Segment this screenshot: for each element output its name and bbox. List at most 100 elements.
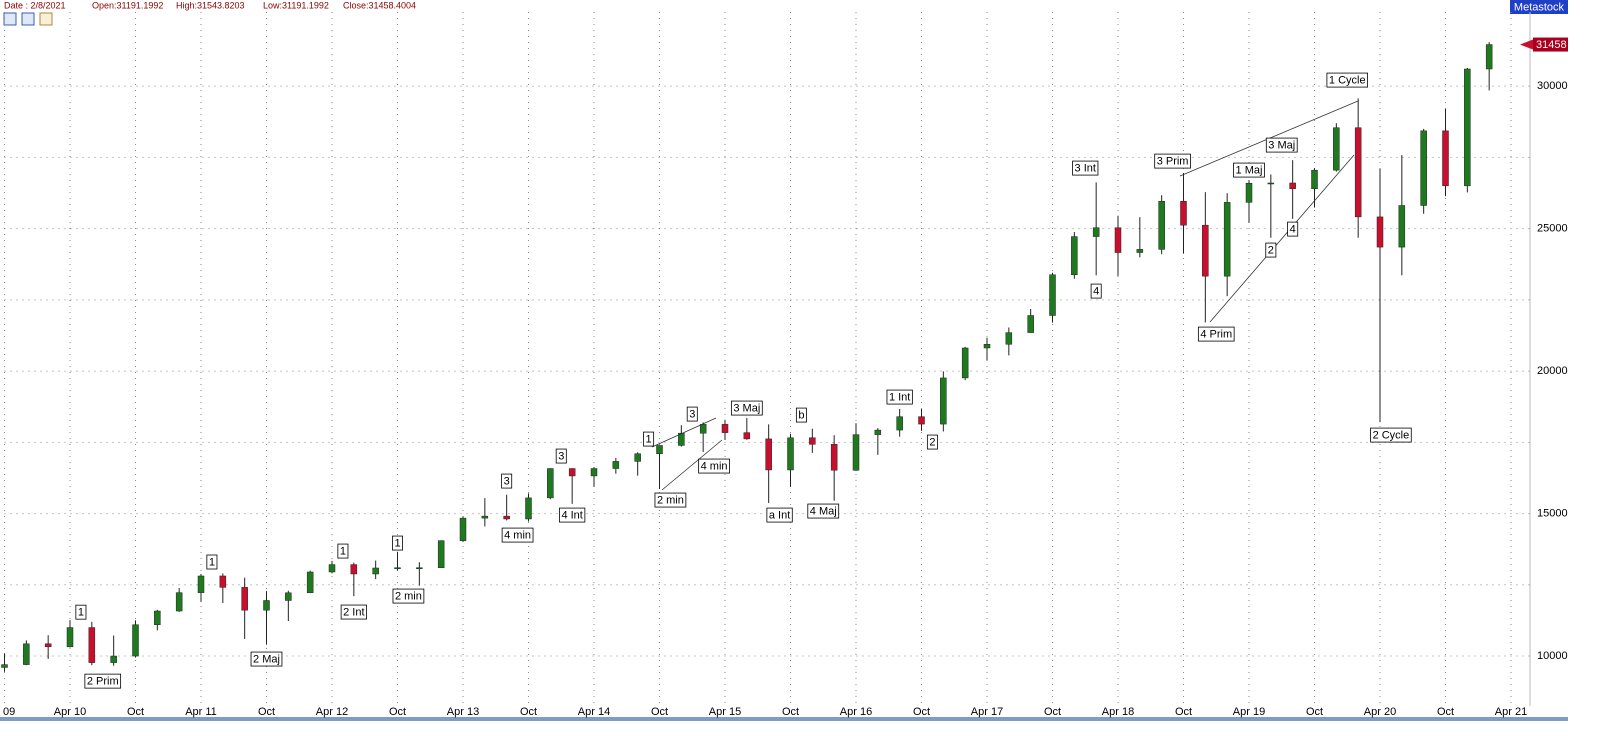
y-tick-label: 15000: [1537, 507, 1568, 519]
x-tick-label: Apr 17: [971, 706, 1003, 718]
annotation-box: [686, 406, 698, 422]
candle-body: [219, 575, 227, 588]
x-tick-label: Apr 12: [316, 706, 348, 718]
annotation-box: [337, 543, 349, 559]
candle-body: [1442, 130, 1449, 187]
annotation-box: [84, 673, 122, 689]
x-tick-label: Oct: [1306, 706, 1323, 718]
annotation-box: [886, 389, 913, 405]
candle-body: [1114, 227, 1122, 253]
annotation: 1 Int: [889, 391, 910, 403]
annotation: 1: [646, 433, 652, 445]
candle-body: [110, 655, 117, 663]
candle-body: [1158, 200, 1165, 250]
annotation-box: [75, 604, 87, 620]
y-tick-label: 10000: [1537, 650, 1568, 662]
annotation: 1 Maj: [1236, 164, 1263, 176]
header-date: Date : 2/8/2021: [4, 0, 66, 10]
icon[interactable]: [21, 12, 35, 26]
candle-body: [1245, 183, 1253, 203]
candle-body: [1398, 205, 1406, 248]
price-tag: 31458: [1536, 39, 1567, 51]
x-tick-label: Oct: [1044, 706, 1061, 718]
header-low: Low:31191.1992: [263, 0, 329, 10]
candle-body: [634, 453, 641, 462]
candle-body: [1027, 315, 1034, 333]
scroll-bar[interactable]: [0, 717, 1568, 721]
candle-body: [1376, 216, 1384, 248]
candle-body: [481, 515, 489, 519]
candle-body: [175, 592, 183, 612]
candle-body: [263, 600, 270, 611]
annotation: 3 Maj: [1268, 139, 1295, 151]
candle-body: [1005, 332, 1013, 345]
candle-body: [743, 432, 751, 440]
candle-body: [1092, 227, 1100, 237]
candle-body: [44, 643, 52, 648]
x-tick-label: Apr 21: [1495, 706, 1527, 718]
annotation: 3: [504, 475, 510, 487]
annotation-box: [1233, 162, 1265, 178]
annotation-box: [1197, 326, 1235, 342]
annotation: 3 Maj: [733, 402, 760, 414]
candle-body: [1420, 130, 1427, 206]
annotation: 2 Cycle: [1373, 429, 1410, 441]
candle-body: [787, 437, 794, 471]
x-tick-label: Oct: [782, 706, 799, 718]
candle-body: [1354, 127, 1362, 218]
x-tick-label: Oct: [913, 706, 930, 718]
annotation-box: [1090, 283, 1102, 299]
x-tick-label: Apr 13: [447, 706, 479, 718]
candle-body: [1485, 44, 1493, 70]
x-tick-label: Apr 11: [185, 706, 217, 718]
annotation: 1: [340, 545, 346, 557]
candle-body: [23, 643, 30, 665]
candle-body: [306, 571, 314, 594]
x-tick-label: Oct: [127, 706, 144, 718]
annotation-box: [250, 651, 283, 667]
annotation-box: [340, 604, 367, 620]
annotation-box: [698, 458, 730, 474]
annotation-box: [1072, 160, 1099, 176]
annotation-box: [730, 400, 763, 416]
candle-body: [1049, 274, 1056, 316]
candle-body: [1289, 182, 1296, 189]
candle-body: [896, 416, 903, 431]
annotation-box: [654, 492, 687, 508]
annotation-box: [392, 588, 425, 604]
annotation-box: [392, 535, 403, 551]
candle-body: [350, 564, 358, 575]
plot: p 09 Apr 10 Oct Apr 11 Oct Apr 12 Oct Apr 13 Oct…: [0, 12, 1568, 718]
icon[interactable]: [3, 12, 17, 26]
toolbar-icons[interactable]: [3, 12, 53, 26]
annotation: a Int: [769, 509, 790, 521]
candle-body: [940, 377, 947, 425]
annotation: 2: [1268, 244, 1274, 256]
candle-body: [678, 432, 685, 446]
annotation-box: [1370, 427, 1412, 443]
candle-body: [590, 468, 598, 477]
annotation: 2: [929, 436, 935, 448]
candle-body: [285, 592, 292, 601]
annotation-box: [206, 554, 218, 570]
annotation: 1: [78, 607, 84, 619]
candle-body: [503, 515, 510, 520]
x-tick-label: p 09: [0, 706, 15, 718]
annotation-box: [559, 507, 586, 523]
x-tick-label: Oct: [389, 706, 406, 718]
annotation: 4 Prim: [1200, 328, 1232, 340]
annotation: 1 Cycle: [1329, 74, 1366, 86]
x-tick-label: Apr 14: [578, 706, 610, 718]
icon[interactable]: [39, 12, 53, 26]
candle-body: [852, 434, 860, 471]
annotation: 2 Int: [343, 606, 364, 618]
x-tick-label: Apr 20: [1364, 706, 1396, 718]
annotation-box: [766, 507, 793, 523]
trend-line: [1209, 154, 1355, 323]
candle-body: [197, 575, 205, 593]
x-tick-label: Apr 15: [709, 706, 741, 718]
annotation-box: [501, 527, 534, 543]
x-tick-label: Apr 19: [1233, 706, 1265, 718]
annotation: b: [798, 409, 804, 421]
